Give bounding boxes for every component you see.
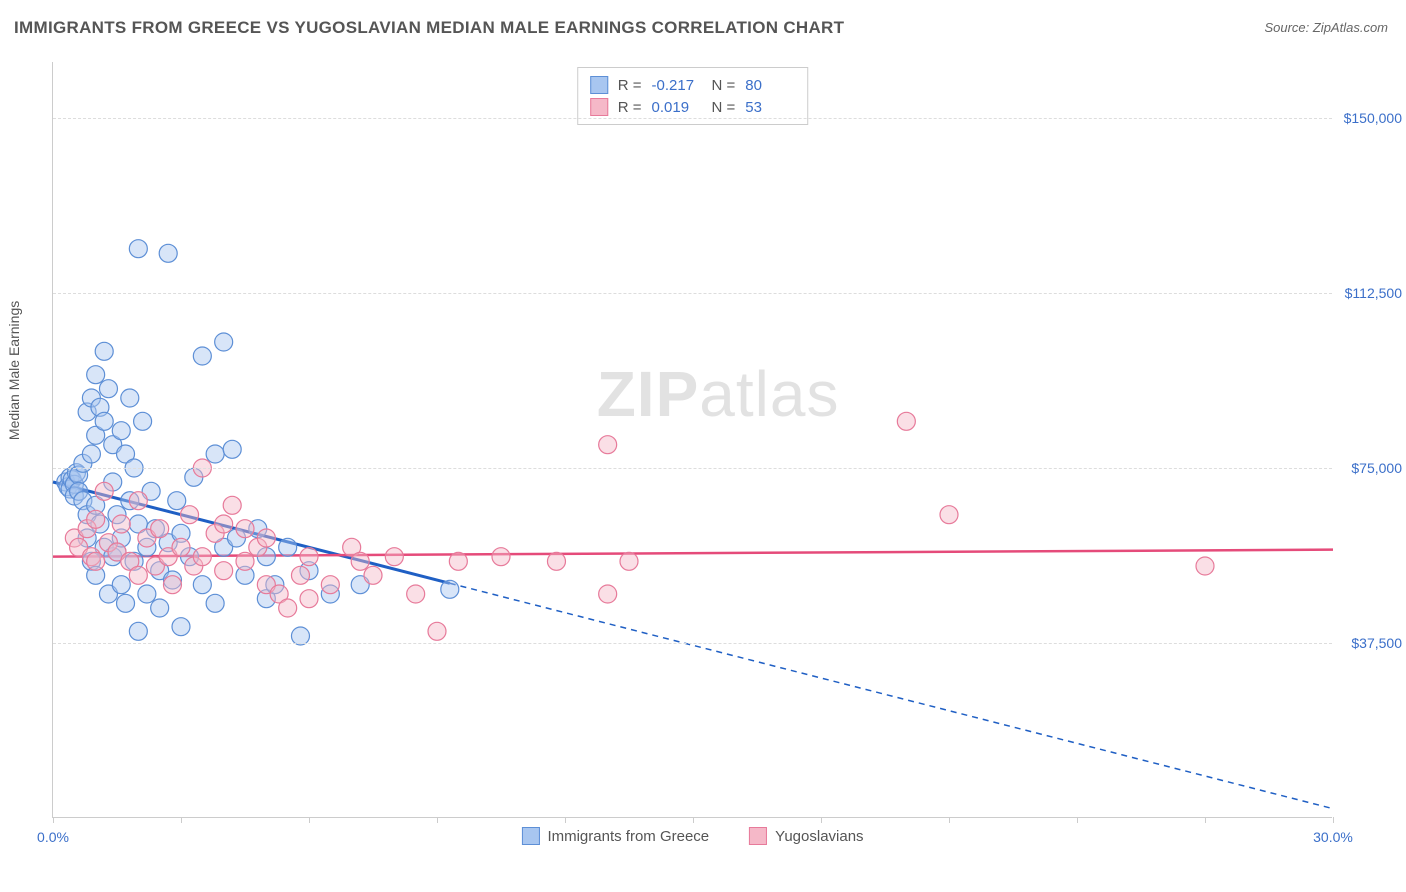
x-tick bbox=[53, 817, 54, 823]
stats-row-yugo: R = 0.019 N = 53 bbox=[590, 96, 796, 118]
plot-area: ZIPatlas R = -0.217 N = 80 R = 0.019 N =… bbox=[52, 62, 1332, 818]
y-tick-label: $112,500 bbox=[1337, 285, 1402, 301]
correlation-stats-box: R = -0.217 N = 80 R = 0.019 N = 53 bbox=[577, 67, 809, 125]
x-tick bbox=[437, 817, 438, 823]
r-label: R = bbox=[618, 77, 642, 94]
x-tick bbox=[693, 817, 694, 823]
n-label: N = bbox=[712, 77, 736, 94]
chart-title: IMMIGRANTS FROM GREECE VS YUGOSLAVIAN ME… bbox=[14, 18, 844, 38]
x-tick-label: 0.0% bbox=[37, 829, 69, 845]
source-attribution: Source: ZipAtlas.com bbox=[1264, 20, 1388, 35]
x-tick-label: 30.0% bbox=[1313, 829, 1353, 845]
n-label: N = bbox=[712, 99, 736, 116]
scatter-chart bbox=[53, 62, 1333, 818]
x-tick bbox=[949, 817, 950, 823]
legend-swatch-greece bbox=[521, 827, 539, 845]
legend-label-yugo: Yugoslavians bbox=[775, 828, 863, 845]
n-value-yugo: 53 bbox=[745, 99, 795, 116]
y-tick-label: $37,500 bbox=[1337, 635, 1402, 651]
gridline bbox=[53, 293, 1332, 294]
n-value-greece: 80 bbox=[745, 77, 795, 94]
swatch-greece bbox=[590, 76, 608, 94]
x-tick bbox=[181, 817, 182, 823]
gridline bbox=[53, 468, 1332, 469]
stats-row-greece: R = -0.217 N = 80 bbox=[590, 74, 796, 96]
x-tick bbox=[309, 817, 310, 823]
r-value-greece: -0.217 bbox=[652, 77, 702, 94]
x-tick bbox=[821, 817, 822, 823]
y-tick-label: $75,000 bbox=[1337, 460, 1402, 476]
swatch-yugo bbox=[590, 98, 608, 116]
x-tick bbox=[565, 817, 566, 823]
y-axis-label: Median Male Earnings bbox=[6, 301, 22, 440]
r-value-yugo: 0.019 bbox=[652, 99, 702, 116]
x-tick bbox=[1205, 817, 1206, 823]
y-tick-label: $150,000 bbox=[1337, 110, 1402, 126]
gridline bbox=[53, 643, 1332, 644]
legend-item-greece: Immigrants from Greece bbox=[521, 827, 709, 845]
gridline bbox=[53, 118, 1332, 119]
legend-label-greece: Immigrants from Greece bbox=[547, 828, 709, 845]
legend-item-yugo: Yugoslavians bbox=[749, 827, 863, 845]
x-tick bbox=[1077, 817, 1078, 823]
legend: Immigrants from Greece Yugoslavians bbox=[521, 827, 863, 845]
legend-swatch-yugo bbox=[749, 827, 767, 845]
r-label: R = bbox=[618, 99, 642, 116]
x-tick bbox=[1333, 817, 1334, 823]
